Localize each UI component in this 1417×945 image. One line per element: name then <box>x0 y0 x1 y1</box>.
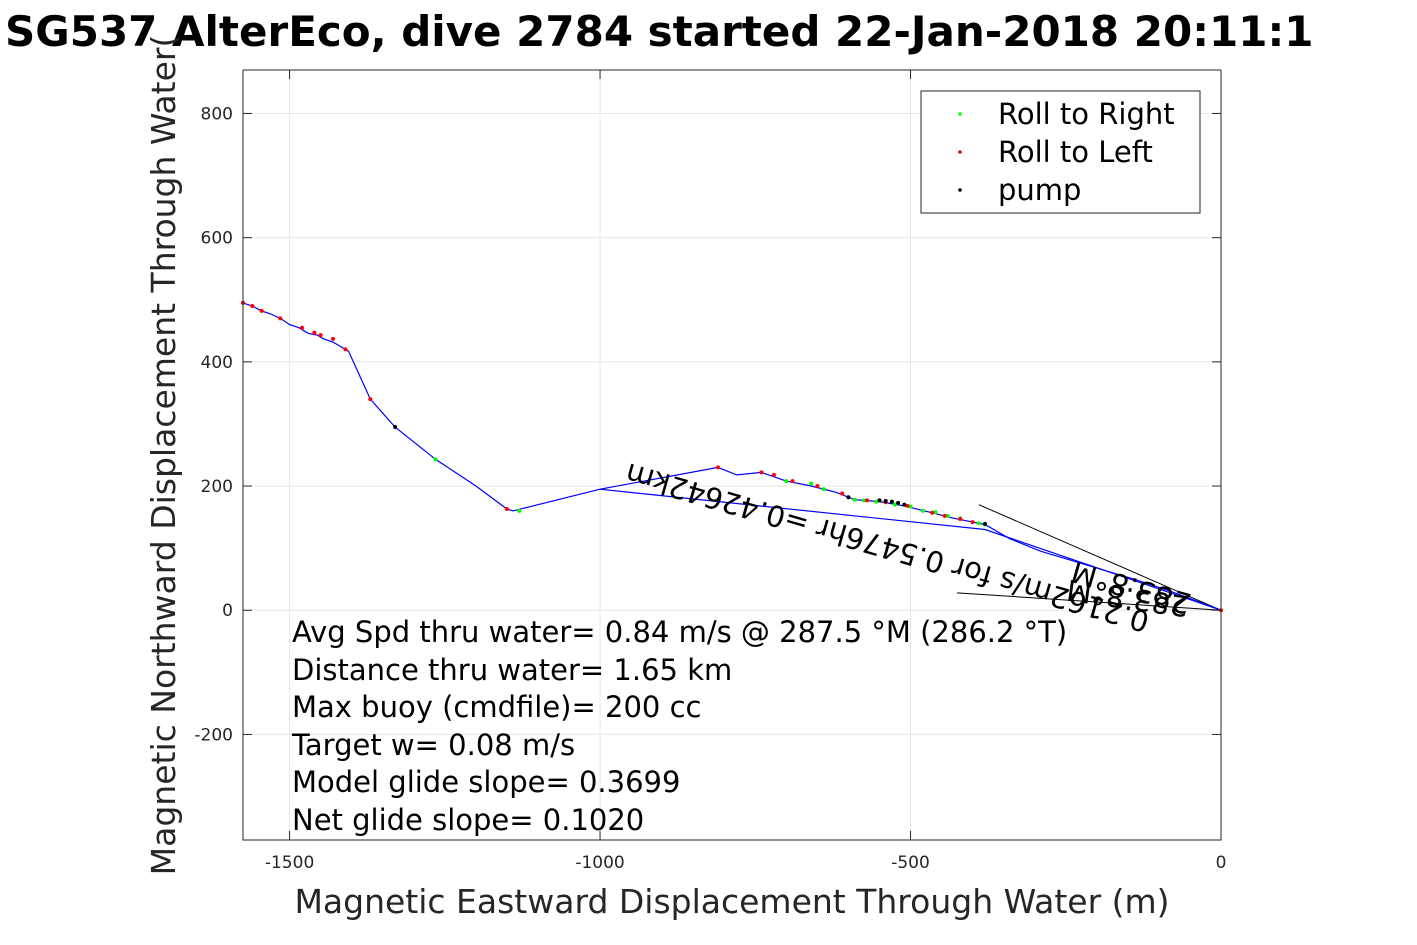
roll-left-point <box>259 308 264 313</box>
roll-left-point <box>942 513 947 518</box>
roll-right-point <box>976 521 981 526</box>
legend-marker-pump <box>958 188 962 192</box>
pump-point <box>883 498 888 503</box>
roll-right-point <box>809 481 814 486</box>
stat-model-glide: Model glide slope= 0.3699 <box>292 765 680 799</box>
legend-marker-roll-right <box>958 112 962 116</box>
x-tick-label: 0 <box>1216 853 1227 873</box>
roll-right-point <box>517 508 522 513</box>
x-axis-label: Magnetic Eastward Displacement Through W… <box>294 882 1169 921</box>
x-tick-label: -1000 <box>575 853 624 873</box>
roll-left-point <box>250 303 255 308</box>
roll-left-point <box>343 347 348 352</box>
legend-box <box>920 90 1201 214</box>
roll-right-point <box>784 479 789 484</box>
y-tick-label: 400 <box>201 353 233 373</box>
axis-ticks: -1500 -1000 -500 0 800 600 400 200 0 -200 <box>194 70 1226 873</box>
legend-marker-roll-left <box>958 150 962 154</box>
roll-right-point <box>908 504 913 509</box>
pump-point <box>896 500 901 505</box>
stat-max-buoy: Max buoy (cmdfile)= 200 cc <box>292 690 701 724</box>
roll-left-point <box>771 472 776 477</box>
y-tick-label: 200 <box>201 477 233 497</box>
roll-left-point <box>278 316 283 321</box>
pump-point <box>902 502 907 507</box>
roll-left-point <box>759 470 764 475</box>
roll-left-point <box>318 333 323 338</box>
roll-left-point <box>930 510 935 515</box>
roll-left-point <box>504 507 509 512</box>
pump-point <box>393 425 398 430</box>
roll-right-point <box>945 513 950 518</box>
plot-frame <box>242 69 1222 841</box>
roll-left-point <box>865 498 870 503</box>
roll-left-point <box>716 465 721 470</box>
grid <box>243 70 1222 840</box>
pump-point <box>889 499 894 504</box>
roll-right-point <box>920 508 925 513</box>
y-tick-label: 0 <box>222 601 233 621</box>
x-tick-label: -1500 <box>265 853 314 873</box>
x-tick-label: -500 <box>891 853 930 873</box>
roll-left-point <box>970 520 975 525</box>
y-tick-label: -200 <box>194 725 233 745</box>
roll-left-point <box>840 491 845 496</box>
stats-block: Avg Spd thru water= 0.84 m/s @ 287.5 °M … <box>291 615 1067 837</box>
y-axis-label: Magnetic Northward Displacement Through … <box>144 35 183 876</box>
stat-target-w: Target w= 0.08 m/s <box>291 728 575 762</box>
roll-left-point <box>815 484 820 489</box>
current-vector-line <box>957 592 1222 611</box>
roll-right-point <box>821 487 826 492</box>
y-tick-label: 800 <box>201 104 233 124</box>
stat-distance: Distance thru water= 1.65 km <box>292 653 732 687</box>
roll-left-point <box>312 330 317 335</box>
roll-right-point <box>852 497 857 502</box>
y-tick-label: 600 <box>201 229 233 249</box>
stat-avg-speed: Avg Spd thru water= 0.84 m/s @ 287.5 °M … <box>292 615 1067 649</box>
track-line-2 <box>599 488 1222 611</box>
chart-title: SG537 AlterEco, dive 2784 started 22-Jan… <box>5 7 1313 56</box>
roll-left-point <box>790 479 795 484</box>
roll-left-point <box>331 336 336 341</box>
plot-marks <box>241 300 1223 613</box>
current-vector-line <box>978 504 1222 611</box>
legend-label-roll-left: Roll to Left <box>998 135 1153 169</box>
legend-label-roll-right: Roll to Right <box>998 97 1175 131</box>
roll-left-point <box>299 325 304 330</box>
roll-right-point <box>861 498 866 503</box>
roll-left-point <box>905 503 910 508</box>
roll-right-point <box>893 502 897 507</box>
legend-label-pump: pump <box>998 173 1081 207</box>
pump-point <box>983 521 988 526</box>
pump-point <box>846 495 851 500</box>
pump-point <box>877 498 882 503</box>
legend: Roll to Right Roll to Left pump <box>920 90 1201 214</box>
roll-right-point <box>933 510 938 515</box>
roll-left-point <box>368 397 373 402</box>
roll-right-point <box>433 457 438 462</box>
stat-net-glide: Net glide slope= 0.1020 <box>292 803 644 837</box>
roll-right-point <box>874 499 879 504</box>
roll-left-point <box>958 516 963 521</box>
